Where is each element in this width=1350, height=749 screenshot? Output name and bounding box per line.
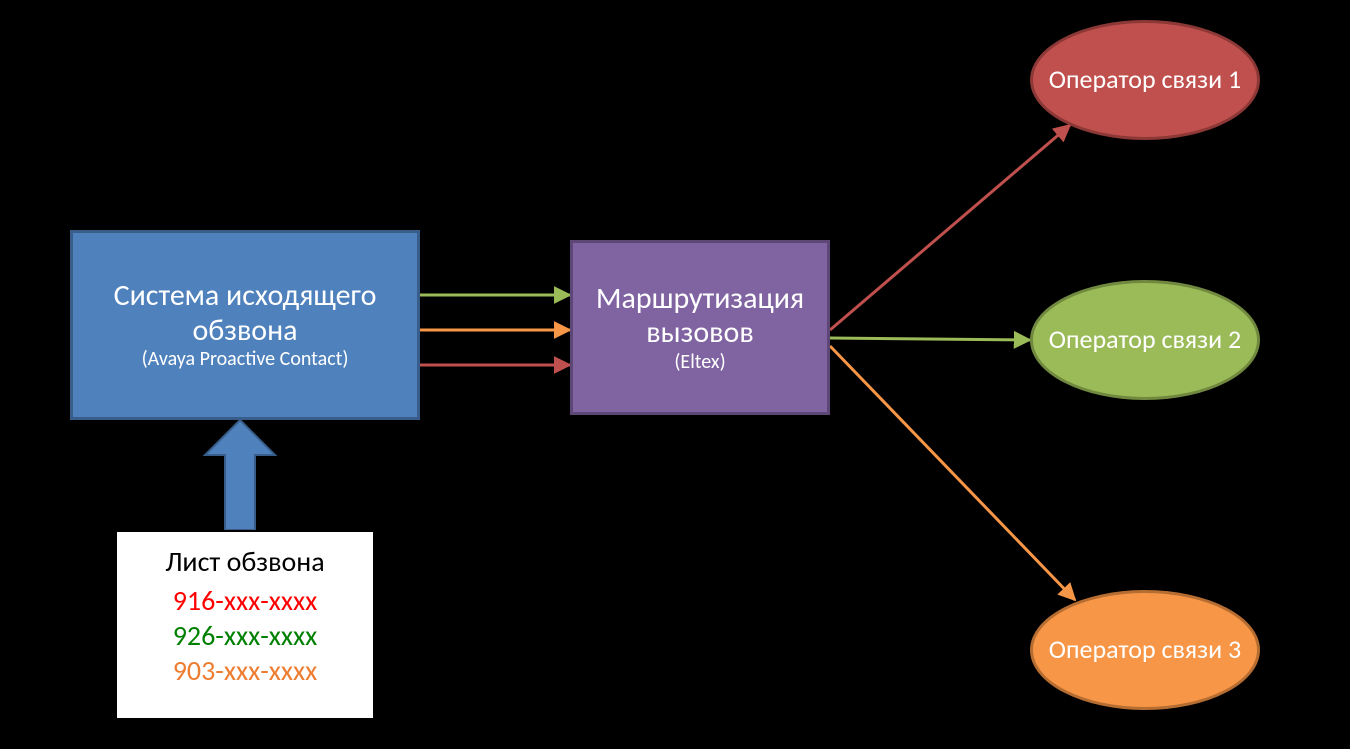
router-title: Маршрутизация вызовов — [573, 282, 827, 351]
call-list-box: Лист обзвона 916-ххх-хххх926-ххх-хххх903… — [115, 530, 375, 720]
operator-ellipse-1: Оператор связи 1 — [1030, 20, 1260, 140]
operator-ellipse-3: Оператор связи 3 — [1030, 590, 1260, 710]
call-list-row-1: 916-ххх-хххх — [135, 583, 355, 618]
system-title: Система исходящего обзвона — [73, 279, 417, 348]
call-list-header: Лист обзвона — [135, 544, 355, 579]
call-list-row-2: 926-ххх-хххх — [135, 618, 355, 653]
system-box: Система исходящего обзвона (Avaya Proact… — [70, 230, 420, 420]
router-box: Маршрутизация вызовов (Eltex) — [570, 240, 830, 415]
call-list-row-3: 903-ххх-хххх — [135, 653, 355, 688]
system-sub: (Avaya Proactive Contact) — [142, 348, 349, 371]
router-sub: (Eltex) — [674, 351, 725, 374]
operator-ellipse-2: Оператор связи 2 — [1030, 280, 1260, 400]
